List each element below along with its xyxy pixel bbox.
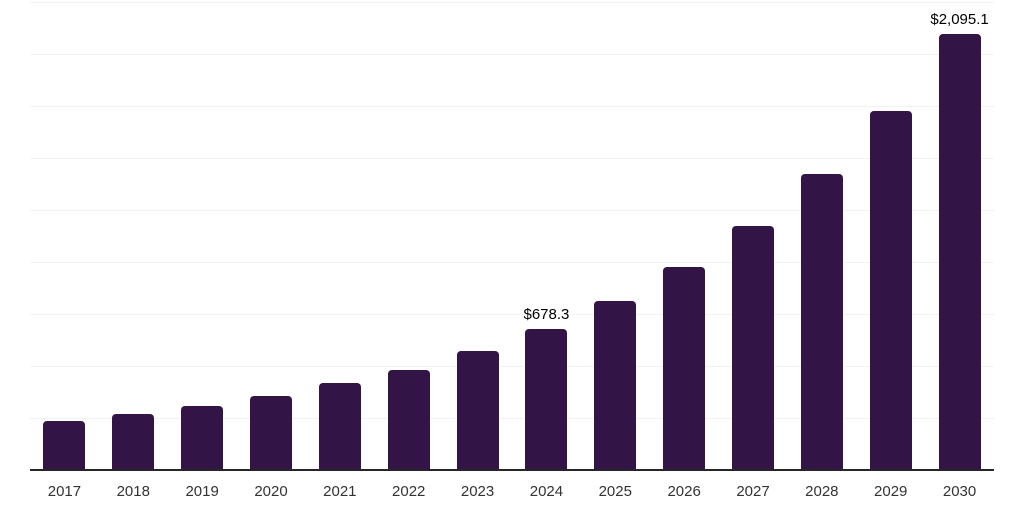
bar-2020[interactable] (250, 395, 292, 470)
bar-2024[interactable] (525, 328, 568, 470)
bar-2028[interactable] (800, 174, 843, 470)
x-tick-label-2020: 2020 (254, 483, 288, 500)
bar-2025[interactable] (594, 300, 637, 470)
x-tick-label-2022: 2022 (392, 483, 426, 500)
bar-2030[interactable] (938, 33, 981, 470)
x-tick-label-2017: 2017 (47, 483, 82, 500)
bar-2022[interactable] (387, 370, 430, 470)
x-tick-label-2025: 2025 (598, 483, 632, 500)
bar-2017[interactable] (43, 420, 86, 470)
gridline-1250 (30, 209, 994, 211)
gridline-1000 (30, 261, 994, 263)
gridline-500 (30, 365, 994, 367)
x-tick-label-2028: 2028 (805, 483, 839, 500)
bar-2026[interactable] (663, 267, 706, 470)
x-tick-label-2024: 2024 (529, 483, 564, 500)
gridline-2250 (30, 1, 994, 3)
gridline-2000 (30, 53, 994, 55)
data-label-2030: $2,095.1 (930, 10, 989, 28)
bar-2027[interactable] (732, 226, 774, 470)
bar-2018[interactable] (112, 414, 155, 470)
bar-2023[interactable] (456, 351, 499, 470)
gridline-1750 (30, 105, 994, 107)
x-tick-label-2019: 2019 (185, 483, 219, 500)
bar-2021[interactable] (318, 383, 361, 470)
x-axis-line (30, 469, 994, 471)
bar-2019[interactable] (181, 406, 224, 470)
x-tick-label-2029: 2029 (874, 483, 908, 500)
gridline-1500 (30, 157, 994, 159)
x-tick-label-2026: 2026 (667, 483, 701, 500)
x-tick-label-2027: 2027 (736, 483, 770, 500)
x-tick-label-2021: 2021 (323, 483, 357, 500)
bar-2029[interactable] (869, 110, 912, 470)
x-tick-label-2018: 2018 (116, 483, 150, 500)
x-tick-label-2030: 2030 (942, 483, 977, 500)
gridline-250 (30, 417, 994, 419)
data-label-2024: $678.3 (523, 305, 570, 323)
x-tick-label-2023: 2023 (460, 483, 495, 500)
gridline-750 (30, 313, 994, 315)
